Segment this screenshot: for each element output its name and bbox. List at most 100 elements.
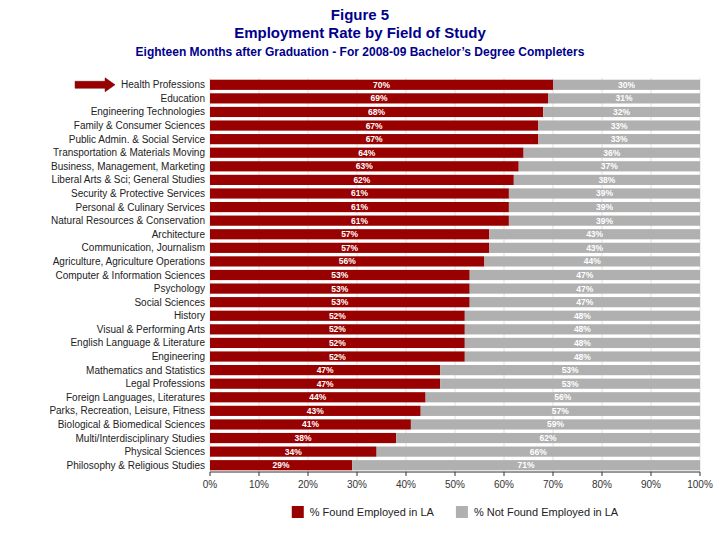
bar-segment <box>210 311 465 321</box>
bars <box>210 80 700 471</box>
legend-swatch <box>292 506 304 518</box>
category-label: Mathematics and Statistics <box>86 365 205 376</box>
bar-segment <box>210 406 421 416</box>
data-label: 39% <box>596 188 613 198</box>
category-label: Agriculture, Agriculture Operations <box>53 256 205 267</box>
category-label: Foreign Languages, Literatures <box>66 392 205 403</box>
category-label: History <box>174 310 205 321</box>
data-label: 47% <box>317 365 334 375</box>
data-label: 37% <box>601 161 618 171</box>
category-label: Multi/Interdisciplinary Studies <box>76 433 206 444</box>
subtitle: Eighteen Months after Graduation - For 2… <box>136 45 585 59</box>
bar-segment <box>465 351 700 361</box>
data-label: 32% <box>613 107 630 117</box>
tick <box>504 472 505 476</box>
bar-segment <box>210 447 377 457</box>
data-label: 47% <box>317 379 334 389</box>
legend-item: % Not Found Employed in LA <box>456 506 619 518</box>
bar-segment <box>396 433 700 443</box>
bar-segment <box>210 256 484 266</box>
data-label: 57% <box>552 406 569 416</box>
category-label: Computer & Information Sciences <box>55 270 205 281</box>
bar-segment <box>210 338 465 348</box>
data-label: 53% <box>331 270 348 280</box>
data-label: 34% <box>285 447 302 457</box>
y-axis: Health ProfessionsEducationEngineering T… <box>49 79 205 470</box>
bar-segment <box>210 202 509 212</box>
bar-segment <box>210 243 489 253</box>
title: Figure 5 <box>331 6 389 23</box>
tick <box>553 472 554 476</box>
data-label: 39% <box>596 202 613 212</box>
data-label: 62% <box>353 175 370 185</box>
bar-segment <box>465 324 700 334</box>
data-label: 61% <box>351 188 368 198</box>
data-label: 48% <box>574 311 591 321</box>
tick-label: 80% <box>592 479 612 490</box>
tick <box>308 472 309 476</box>
tick-label: 40% <box>396 479 416 490</box>
data-label: 69% <box>371 93 388 103</box>
tick-label: 70% <box>543 479 563 490</box>
category-label: Philosophy & Religious Studies <box>67 460 205 471</box>
category-label: Biological & Biomedical Sciences <box>58 419 205 430</box>
legend-swatch <box>456 506 468 518</box>
bar-segment <box>465 311 700 321</box>
data-label: 59% <box>547 419 564 429</box>
bar-segment <box>210 188 509 198</box>
bar-segment <box>538 120 700 130</box>
data-label: 52% <box>329 311 346 321</box>
category-label: Communication, Journalism <box>82 242 205 253</box>
category-label: Family & Consumer Sciences <box>74 120 205 131</box>
data-label: 66% <box>530 447 547 457</box>
data-label: 56% <box>339 256 356 266</box>
bar-segment <box>421 406 700 416</box>
tick <box>210 472 211 476</box>
grid <box>210 78 700 472</box>
data-labels: 70%69%68%67%67%64%63%62%61%61%61%57%57%5… <box>273 80 636 470</box>
bar-segment <box>210 365 440 375</box>
category-label: Architecture <box>152 229 206 240</box>
data-label: 57% <box>341 229 358 239</box>
data-label: 44% <box>309 392 326 402</box>
bar-segment <box>210 161 519 171</box>
category-label: Personal & Culinary Services <box>76 202 206 213</box>
tick-label: 90% <box>641 479 661 490</box>
data-label: 31% <box>616 93 633 103</box>
data-label: 53% <box>562 379 579 389</box>
category-label: Social Sciences <box>134 297 205 308</box>
bar-segment <box>509 216 700 226</box>
data-label: 48% <box>574 352 591 362</box>
data-label: 48% <box>574 338 591 348</box>
data-label: 71% <box>518 460 535 470</box>
data-label: 52% <box>329 324 346 334</box>
bar-segment <box>210 175 514 185</box>
category-label: Natural Resources & Conservation <box>51 215 205 226</box>
data-label: 39% <box>596 216 613 226</box>
bar-segment <box>210 134 538 144</box>
category-label: Business, Management, Marketing <box>51 161 205 172</box>
data-label: 70% <box>373 80 390 90</box>
bar-segment <box>210 229 489 239</box>
data-label: 43% <box>586 243 603 253</box>
tick <box>602 472 603 476</box>
bar-segment <box>543 107 700 117</box>
data-label: 44% <box>584 256 601 266</box>
category-label: Health Professions <box>121 79 205 90</box>
data-label: 47% <box>576 270 593 280</box>
bar-segment <box>210 270 470 280</box>
bar-segment <box>210 351 465 361</box>
bar-segment <box>470 270 700 280</box>
bar-segment <box>509 188 700 198</box>
category-label: Transportation & Materials Moving <box>53 147 205 158</box>
bar-segment <box>411 419 700 429</box>
tick-label: 60% <box>494 479 514 490</box>
tick <box>357 472 358 476</box>
data-label: 62% <box>540 433 557 443</box>
bar-segment <box>548 93 700 103</box>
bar-segment <box>210 120 538 130</box>
subtitle: Employment Rate by Field of Study <box>234 24 486 41</box>
category-label: Engineering <box>152 351 205 362</box>
category-label: Visual & Performing Arts <box>97 324 205 335</box>
category-label: Psychology <box>154 283 205 294</box>
